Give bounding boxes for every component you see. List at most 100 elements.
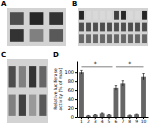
error-bar-stem (129, 114, 130, 115)
x-tick-label: 4 (101, 119, 104, 124)
band (9, 95, 16, 116)
bar (141, 77, 146, 117)
band (39, 66, 46, 87)
y-tick-mark (75, 108, 77, 109)
band (121, 34, 126, 43)
annotation: * (94, 60, 97, 67)
band (142, 11, 147, 20)
error-bar-stem (136, 114, 137, 115)
error-bar (129, 114, 131, 115)
y-tick-mark (75, 99, 77, 100)
y-tick-mark (75, 117, 77, 118)
significance-bracket (81, 66, 112, 67)
y-tick: 20 (68, 105, 77, 111)
cells (79, 11, 147, 43)
error-bar-cap (101, 112, 103, 113)
panel-label: B (72, 0, 77, 8)
error-bar (101, 112, 103, 114)
x-tick: 8 (128, 117, 131, 124)
bar (134, 114, 139, 117)
bar (127, 115, 132, 117)
x-tick-label: 10 (141, 119, 147, 124)
band (135, 11, 140, 20)
error-bar (135, 114, 137, 115)
cells (10, 12, 63, 42)
x-tick-label: 3 (94, 119, 97, 124)
x-tick-label: 7 (121, 119, 124, 124)
x-axis-line (78, 117, 149, 118)
bar (79, 72, 84, 117)
band (30, 29, 44, 42)
error-bar-cap (115, 85, 117, 86)
panel-label: C (1, 51, 6, 59)
y-tick: 0 (71, 114, 77, 120)
band (114, 23, 119, 32)
plot: 02040608010012345678910** (64, 60, 148, 124)
band (19, 66, 26, 87)
band (142, 23, 147, 32)
band (128, 11, 133, 20)
error-bar-cap (108, 114, 110, 115)
y-tick-label: 100 (64, 69, 74, 75)
x-tick: 10 (141, 117, 147, 124)
x-tick: 3 (94, 117, 97, 124)
x-tick-label: 5 (108, 119, 111, 124)
error-bar-stem (95, 114, 96, 115)
band (100, 23, 105, 32)
y-tick: 40 (68, 96, 77, 102)
error-bar (122, 81, 124, 86)
band (79, 34, 84, 43)
y-tick-label: 40 (68, 96, 74, 102)
bar (93, 115, 98, 117)
band (107, 34, 112, 43)
band (10, 29, 24, 42)
band (29, 95, 36, 116)
band (29, 66, 36, 87)
error-bar (87, 115, 89, 116)
x-tick: 7 (121, 117, 124, 124)
error-bar (142, 74, 144, 80)
error-bar-stem (115, 86, 116, 90)
y-tick-mark (75, 72, 77, 73)
band (114, 11, 119, 20)
error-bar (115, 86, 117, 90)
y-axis: 020406080100 (64, 62, 77, 121)
error-bar (108, 114, 110, 115)
error-bar-stem (81, 70, 82, 74)
figure: ABCD02040608010012345678910**Relative lu… (0, 0, 150, 126)
x-tick-label: 1 (80, 119, 83, 124)
y-tick: 60 (68, 87, 77, 93)
blot-background (7, 59, 48, 123)
cells (9, 66, 47, 116)
bar (107, 115, 112, 117)
band (107, 11, 112, 20)
band (93, 23, 98, 32)
y-tick-label: 20 (68, 105, 74, 111)
x-tick: 2 (87, 117, 90, 124)
band (39, 95, 46, 116)
band (107, 23, 112, 32)
x-tick-label: 8 (128, 119, 131, 124)
y-tick-label: 0 (71, 114, 74, 120)
band (142, 34, 147, 43)
x-tick-label: 2 (87, 119, 90, 124)
error-bar-cap (80, 70, 82, 71)
blot-background (78, 8, 148, 46)
blot-background (7, 8, 66, 46)
bar (120, 83, 125, 117)
band (93, 34, 98, 43)
x-tick: 5 (108, 117, 111, 124)
heatmap-panel: B (72, 0, 148, 46)
band (100, 11, 105, 20)
band (128, 23, 133, 32)
band (128, 34, 133, 43)
error-bar-stem (109, 114, 110, 115)
band (79, 11, 84, 20)
x-tick: 4 (101, 117, 104, 124)
band (135, 34, 140, 43)
x-tick-label: 6 (115, 119, 118, 124)
band (10, 12, 24, 25)
heatmap-panel: C (1, 51, 48, 123)
error-bar (80, 70, 82, 74)
error-bar-cap (87, 115, 89, 116)
